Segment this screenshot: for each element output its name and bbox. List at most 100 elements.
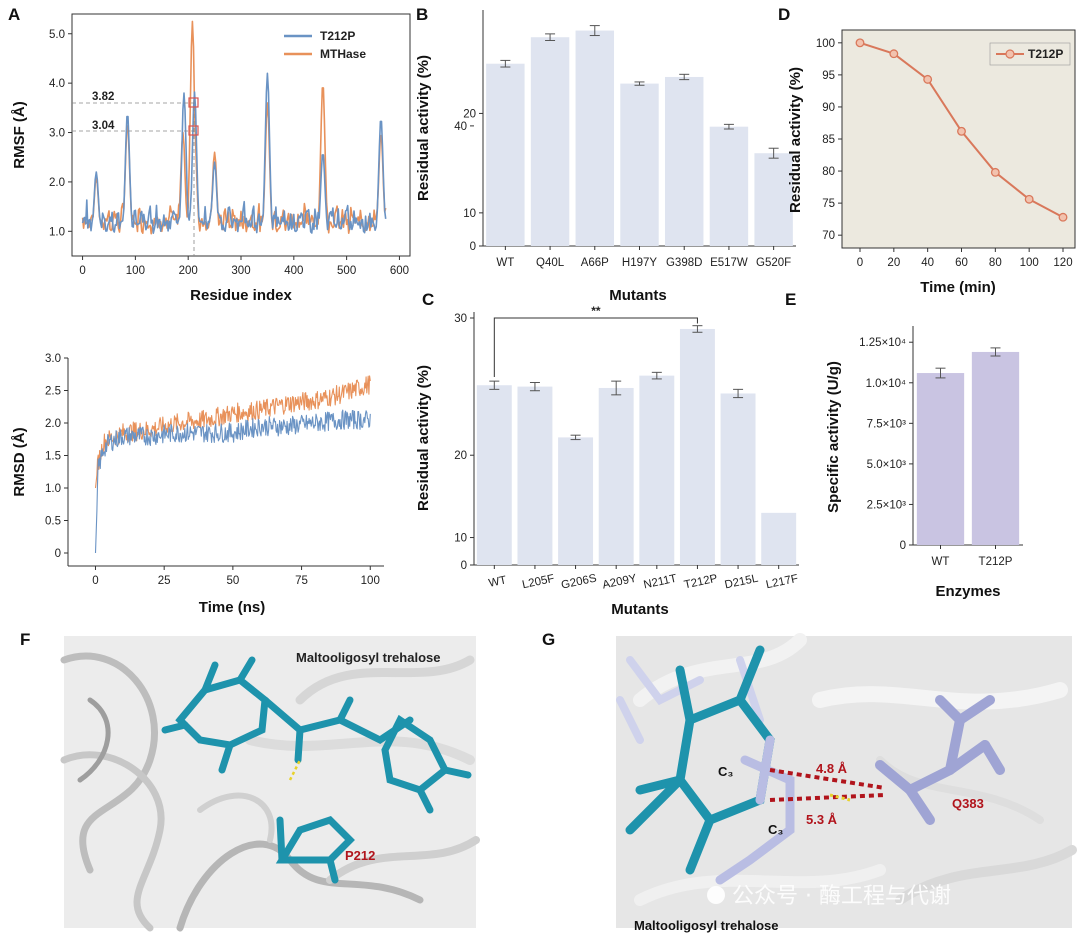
d-data-point [923,74,933,84]
b-y-title: Residual activity (%) [415,55,432,201]
d-x-tick-label: 60 [955,257,968,269]
b-x-tick-label: G520F [756,257,791,269]
e-y-tick-label: 1.0×10⁴ [866,378,906,390]
b-x-tick-label: H197Y [622,257,657,269]
b-x-tick-label: WT [496,257,514,269]
d-data-point [1058,212,1068,222]
rmsf-y-tick-label: 5.0 [49,29,65,41]
rmsd-x-tick-label: 100 [361,575,380,587]
b-y-tick-label: 0 [470,241,476,253]
rmsf-annotation-382: 3.82 [92,91,114,103]
b-bar [620,83,659,246]
c-x-tick-label: G206S [560,572,598,591]
g-atom-label-1: C₃ [718,764,733,779]
c-x-tick-label: D215L [724,573,760,592]
f-protein-ribbons [60,652,480,932]
c-y-tick-label: 30 [454,313,467,325]
d-data-point [957,126,966,136]
d-data-point [855,38,865,48]
f-ligand-sticks [161,656,472,814]
panel-g: G [542,630,1077,933]
d-y-tick-label: 80 [822,166,835,178]
c-y-tick-label: 0 [461,560,467,572]
d-y-tick-label: 100 [816,38,835,50]
rmsf-x-tick-label: 400 [284,265,303,277]
e-y-tick-label: 1.25×10⁴ [859,337,906,349]
rmsf-y-tick-label: 1.0 [49,226,65,238]
rmsd-series [94,375,371,554]
e-y-tick-label: 7.5×10³ [867,418,906,430]
rmsd-x-tick-label: 25 [158,575,171,587]
c-x-tick-label: T212P [683,573,719,592]
d-x-tick-label: 100 [1020,257,1039,269]
d-data-point [990,167,1000,177]
rmsf-x-tick-label: 100 [126,265,145,277]
panel-letter-f: F [20,630,30,649]
panel-letter-d: D [778,5,790,24]
b-x-tick-label: Q40L [536,257,565,269]
b-bar [486,63,525,246]
rmsf-x-tick-label: 200 [179,265,198,277]
b-x-tick-label: E517W [710,257,748,269]
d-y-title: Residual activity (%) [787,67,804,213]
panel-letter-a: A [8,5,20,24]
c-x-tick-label: A209Y [601,573,638,592]
panel-letter-g: G [542,630,555,649]
rmsf-line-t212p [81,72,387,234]
rmsd-axis-ticks: 0 25 50 75 100 0 0.5 1.0 1.5 2.0 2.5 3.0 [45,353,380,587]
c-y-title: Residual activity (%) [415,365,432,511]
c-bar [639,375,675,565]
d-y-tick-label: 70 [822,230,835,242]
rmsd-x-tick-label: 75 [295,575,308,587]
g-ligand-sticks-light [715,735,795,885]
panel-letter-b: B [416,5,428,24]
c-significance-label: ** [591,304,601,318]
b-bar [664,76,704,246]
rmsd-y-tick-label: 1.0 [45,483,61,495]
d-y-tick-label: 85 [822,134,835,146]
rmsf-marker-304 [188,125,199,136]
rmsd-y-tick-label: 1.5 [45,451,61,463]
rmsf-series [81,20,387,235]
g-distance-53 [769,793,886,802]
d-y-tick-label: 90 [822,102,835,114]
panel-a-rmsf: A 0 100 200 300 400 500 600 1.0 2.0 3.0 4.0 5.0 3.8… [8,5,411,304]
b-bar [530,37,570,247]
e-x-tick-label: WT [932,556,950,568]
rmsf-y-title: RMSF (Å) [11,101,28,169]
c-significance-bracket [493,317,698,378]
g-atom-label-2: C₃ [768,822,783,837]
rmsd-y-title: RMSD (Å) [11,427,28,496]
rmsd-y-tick-label: 2.5 [45,386,61,398]
e-y-tick-label: 2.5×10³ [867,499,906,511]
c-x-title: Mutants [611,601,669,618]
d-axis-ticks: 0 20 40 60 80 100 120 70 75 80 85 90 95 100 [816,38,1073,269]
rmsd-y-tick-label: 0.5 [45,516,61,528]
e-x-title: Enzymes [935,583,1000,600]
rmsf-line-mthase [81,20,387,235]
rmsd-line-t212p [94,409,371,554]
rmsd-line-mthase [94,375,371,489]
e-y-title: Specific activity (U/g) [825,361,842,513]
rmsf-x-tick-label: 300 [231,265,250,277]
watermark-logo-icon [707,886,725,904]
d-legend-label: T212P [1028,47,1063,61]
d-x-tick-label: 40 [921,257,934,269]
watermark-text: 公众号 · 酶工程与代谢 [732,884,951,909]
c-y-tick-label: 10 [454,533,467,545]
d-x-tick-label: 0 [857,257,863,269]
d-x-tick-label: 20 [887,257,900,269]
b-bar [754,153,793,246]
legend-label-mthase: MTHase [320,47,366,61]
d-legend-marker [1005,49,1015,59]
rmsf-y-tick-label: 3.0 [49,128,65,140]
b-bar [575,30,615,247]
c-bar [476,385,512,565]
g-residue-label: Q383 [952,796,984,811]
d-x-tick-label: 80 [989,257,1002,269]
rmsf-annotation-304: 3.04 [92,120,115,132]
e-bar [916,373,965,545]
legend-label-t212p: T212P [320,29,355,43]
